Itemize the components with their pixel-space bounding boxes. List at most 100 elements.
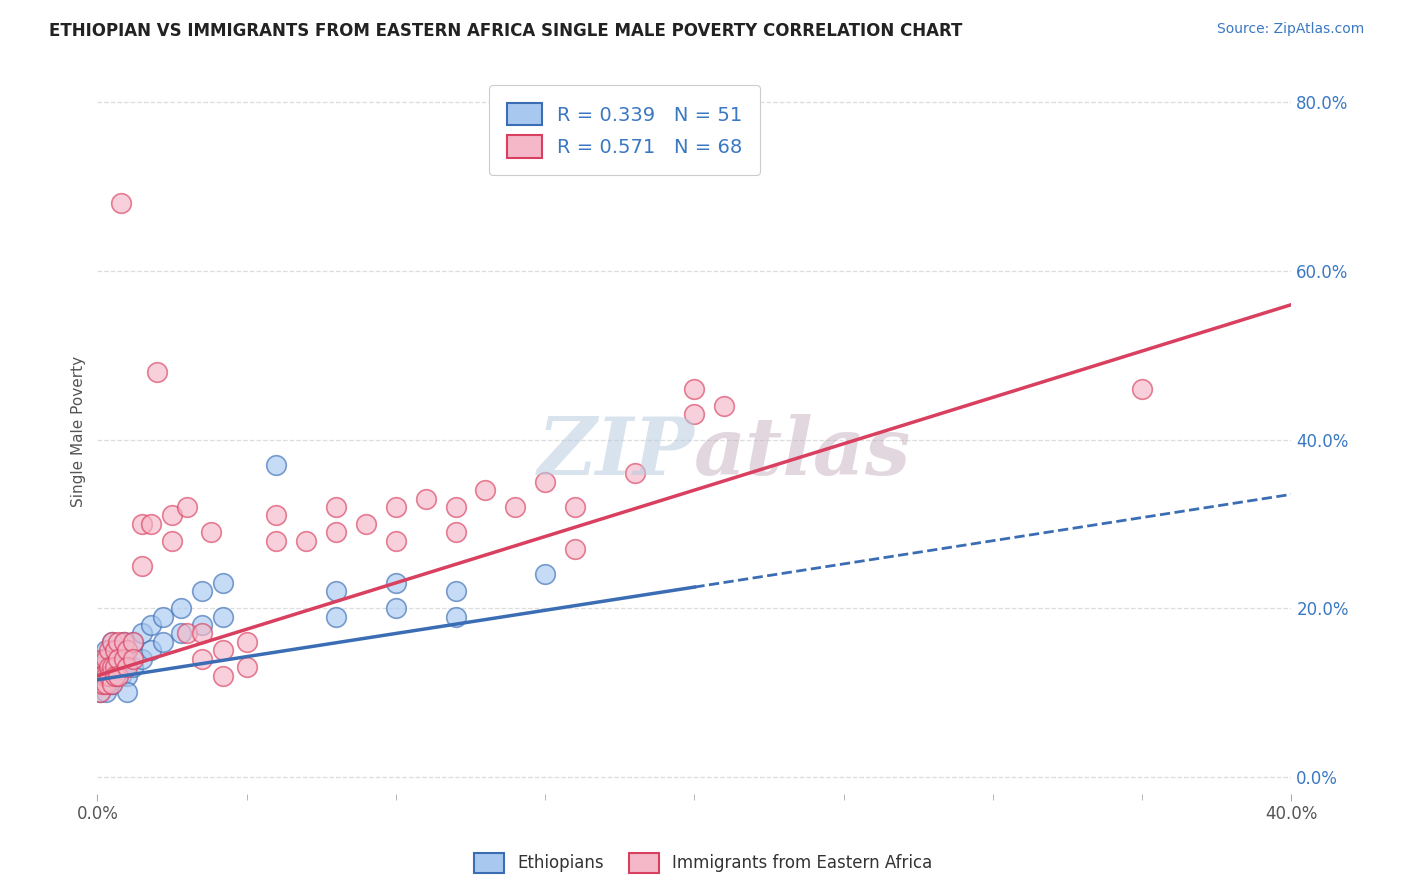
Point: [91, 652, 114, 666]
Point: [385, 500, 408, 514]
Point: [474, 483, 496, 497]
Point: [104, 668, 127, 682]
Point: [104, 668, 127, 682]
Point: [96, 677, 118, 691]
Point: [160, 508, 183, 523]
Point: [122, 660, 145, 674]
Point: [564, 500, 586, 514]
Point: [444, 500, 467, 514]
Point: [91, 677, 114, 691]
Point: [295, 533, 318, 548]
Y-axis label: Single Male Poverty: Single Male Poverty: [72, 356, 86, 507]
Point: [110, 668, 132, 682]
Point: [325, 584, 347, 599]
Point: [266, 533, 288, 548]
Point: [96, 685, 118, 699]
Point: [91, 660, 114, 674]
Point: [191, 626, 214, 640]
Point: [101, 677, 124, 691]
Point: [112, 635, 135, 649]
Point: [235, 660, 257, 674]
Point: [112, 652, 135, 666]
Point: [101, 635, 124, 649]
Point: [139, 618, 162, 632]
Point: [266, 508, 288, 523]
Legend: Ethiopians, Immigrants from Eastern Africa: Ethiopians, Immigrants from Eastern Afri…: [467, 847, 939, 880]
Point: [96, 660, 118, 674]
Point: [211, 575, 233, 590]
Point: [131, 652, 153, 666]
Point: [112, 660, 135, 674]
Point: [89, 660, 111, 674]
Point: [89, 685, 111, 699]
Point: [104, 652, 127, 666]
Point: [115, 643, 138, 657]
Point: [122, 635, 145, 649]
Point: [191, 618, 214, 632]
Point: [107, 643, 129, 657]
Point: [96, 643, 118, 657]
Point: [89, 660, 111, 674]
Point: [385, 601, 408, 615]
Point: [104, 660, 127, 674]
Point: [325, 500, 347, 514]
Point: [101, 677, 124, 691]
Point: [91, 668, 114, 682]
Point: [110, 196, 132, 211]
Point: [325, 525, 347, 540]
Point: [112, 635, 135, 649]
Point: [115, 668, 138, 682]
Point: [444, 584, 467, 599]
Point: [98, 668, 121, 682]
Point: [115, 685, 138, 699]
Point: [564, 542, 586, 557]
Point: [415, 491, 437, 506]
Point: [101, 635, 124, 649]
Point: [444, 609, 467, 624]
Point: [385, 533, 408, 548]
Point: [152, 635, 174, 649]
Point: [176, 500, 198, 514]
Point: [131, 626, 153, 640]
Point: [325, 609, 347, 624]
Point: [107, 668, 129, 682]
Point: [101, 660, 124, 674]
Point: [211, 643, 233, 657]
Point: [170, 626, 193, 640]
Point: [122, 652, 145, 666]
Point: [170, 601, 193, 615]
Point: [122, 635, 145, 649]
Point: [96, 668, 118, 682]
Point: [104, 643, 127, 657]
Text: ZIP: ZIP: [537, 414, 695, 491]
Point: [107, 660, 129, 674]
Point: [91, 652, 114, 666]
Point: [98, 660, 121, 674]
Point: [96, 668, 118, 682]
Point: [146, 365, 169, 379]
Point: [235, 635, 257, 649]
Point: [152, 609, 174, 624]
Point: [98, 652, 121, 666]
Legend: R = 0.339   N = 51, R = 0.571   N = 68: R = 0.339 N = 51, R = 0.571 N = 68: [489, 86, 761, 175]
Point: [89, 677, 111, 691]
Point: [110, 652, 132, 666]
Point: [1130, 382, 1153, 396]
Point: [266, 458, 288, 472]
Point: [89, 685, 111, 699]
Point: [139, 516, 162, 531]
Point: [107, 635, 129, 649]
Point: [211, 668, 233, 682]
Point: [91, 668, 114, 682]
Point: [131, 559, 153, 574]
Point: [91, 677, 114, 691]
Point: [98, 668, 121, 682]
Point: [444, 525, 467, 540]
Point: [683, 407, 706, 421]
Point: [98, 643, 121, 657]
Point: [503, 500, 526, 514]
Point: [98, 677, 121, 691]
Point: [160, 533, 183, 548]
Point: [534, 475, 557, 489]
Point: [713, 399, 735, 413]
